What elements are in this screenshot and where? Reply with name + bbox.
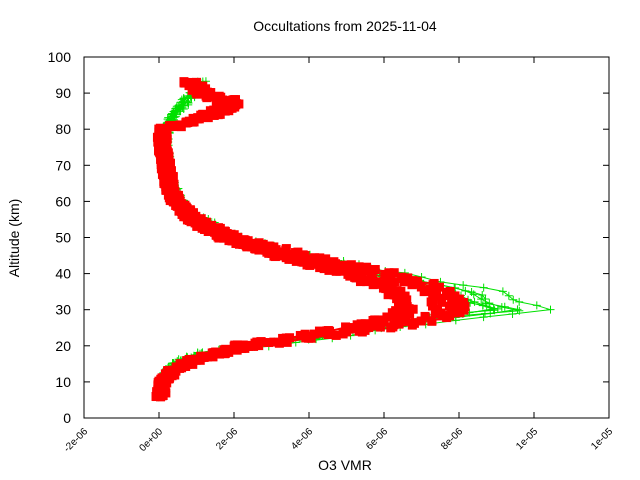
plot-area <box>151 77 555 402</box>
series-square <box>151 77 470 402</box>
y-tick-label: 60 <box>55 193 71 209</box>
y-tick-label: 10 <box>55 374 71 390</box>
y-axis: 0 10 20 30 40 50 60 70 80 90 100 <box>48 49 609 426</box>
y-tick-label: 0 <box>63 410 71 426</box>
x-tick-label: 4e-06 <box>289 426 315 452</box>
chart-title: Occultations from 2025-11-04 <box>253 18 437 34</box>
y-tick-label: 90 <box>55 85 71 101</box>
y-tick-label: 70 <box>55 157 71 173</box>
x-axis: -2e-06 0e+00 2e-06 4e-06 6e-06 8e-06 1e-05 1e-0… <box>62 57 615 455</box>
y-axis-label: Altitude (km) <box>6 199 22 278</box>
x-tick-label: 2e-06 <box>214 426 240 452</box>
x-axis-label: O3 VMR <box>318 457 372 473</box>
y-tick-label: 80 <box>55 121 71 137</box>
y-tick-label: 40 <box>55 266 71 282</box>
y-tick-label: 30 <box>55 302 71 318</box>
x-tick-label: 1e-05 <box>589 426 615 452</box>
x-tick-label: 0e+00 <box>137 426 165 454</box>
y-tick-label: 100 <box>48 49 72 65</box>
y-tick-label: 50 <box>55 230 71 246</box>
x-tick-label: -2e-06 <box>62 426 91 455</box>
y-tick-label: 20 <box>55 338 71 354</box>
x-tick-label: 8e-06 <box>439 426 465 452</box>
plot-frame <box>83 56 610 419</box>
x-tick-label: 6e-06 <box>364 426 390 452</box>
x-tick-label: 1e-05 <box>514 426 540 452</box>
